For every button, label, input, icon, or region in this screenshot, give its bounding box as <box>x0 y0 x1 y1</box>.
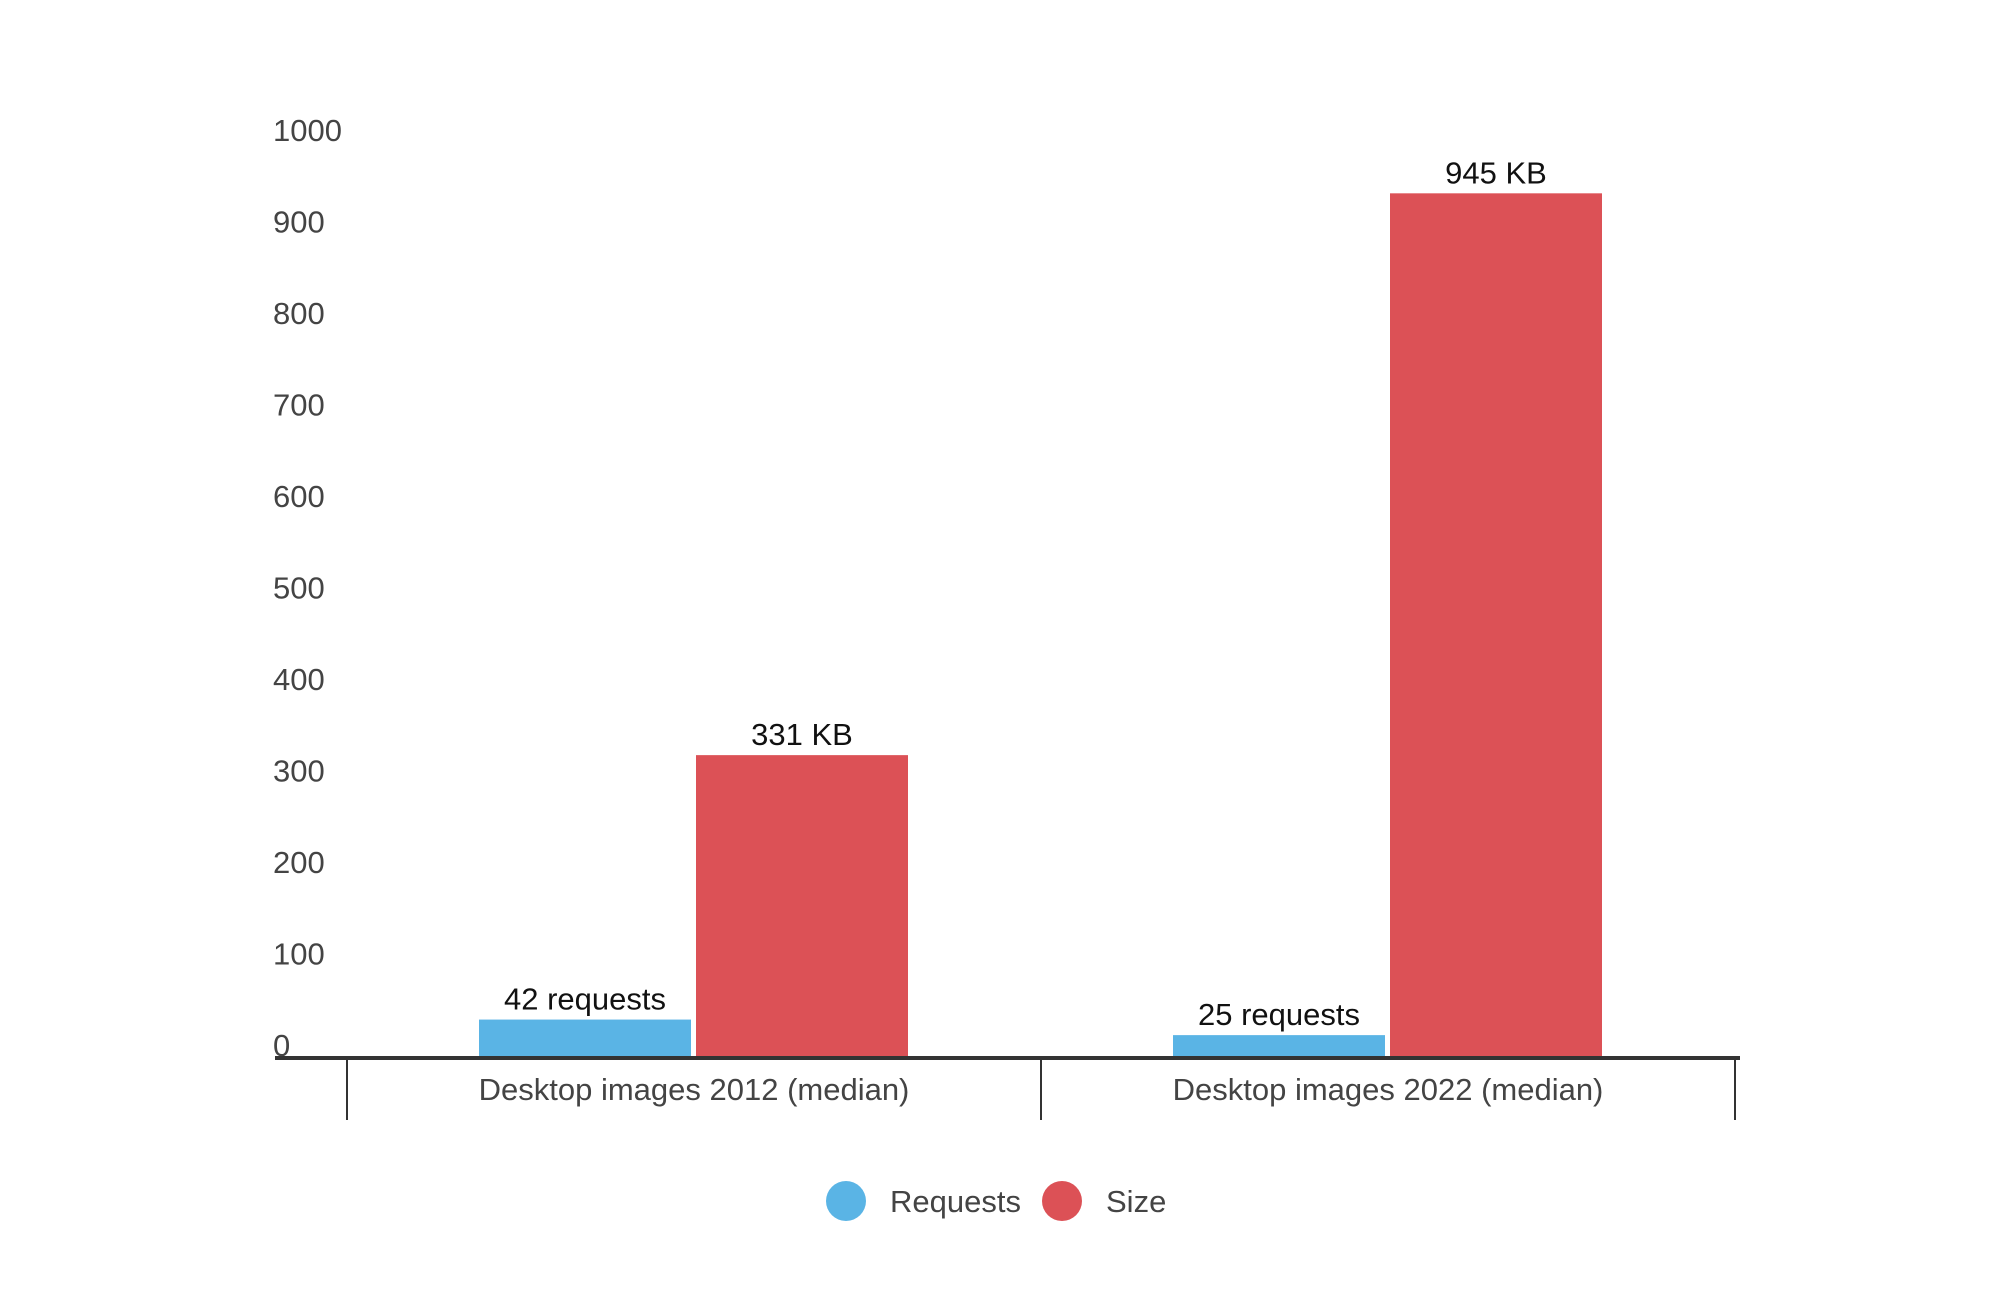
y-tick-label: 300 <box>273 754 325 789</box>
data-label-size: 945 KB <box>1445 155 1547 190</box>
y-tick-label: 900 <box>273 205 325 240</box>
data-labels: 42 requests 331 KB 25 requests 945 KB <box>504 155 1547 1032</box>
legend-label-size: Size <box>1106 1184 1166 1219</box>
x-axis-separators <box>346 1058 1736 1120</box>
legend-swatch-size <box>1042 1181 1082 1221</box>
bars <box>479 193 1602 1058</box>
bar-size <box>1390 193 1602 1058</box>
y-tick-label: 200 <box>273 845 325 880</box>
y-tick-label: 400 <box>273 662 325 697</box>
y-tick-label: 700 <box>273 388 325 423</box>
legend: Requests Size <box>826 1181 1166 1221</box>
data-label-requests: 25 requests <box>1198 997 1360 1032</box>
y-axis-ticks: 0 100 200 300 400 500 600 700 800 900 1000 <box>273 113 342 1063</box>
bar-size <box>696 755 908 1058</box>
y-tick-label: 0 <box>273 1028 290 1063</box>
x-category-label: Desktop images 2012 (median) <box>479 1072 910 1107</box>
legend-label-requests: Requests <box>890 1184 1021 1219</box>
bar-requests <box>1173 1035 1385 1058</box>
data-label-size: 331 KB <box>751 717 853 752</box>
bar-requests <box>479 1019 691 1058</box>
y-tick-label: 600 <box>273 479 325 514</box>
x-category-label: Desktop images 2022 (median) <box>1173 1072 1604 1107</box>
x-axis-category-labels: Desktop images 2012 (median) Desktop imag… <box>479 1072 1604 1107</box>
legend-swatch-requests <box>826 1181 866 1221</box>
data-label-requests: 42 requests <box>504 982 666 1017</box>
y-tick-label: 100 <box>273 937 325 972</box>
y-tick-label: 500 <box>273 571 325 606</box>
y-tick-label: 800 <box>273 296 325 331</box>
y-tick-label: 1000 <box>273 113 342 148</box>
